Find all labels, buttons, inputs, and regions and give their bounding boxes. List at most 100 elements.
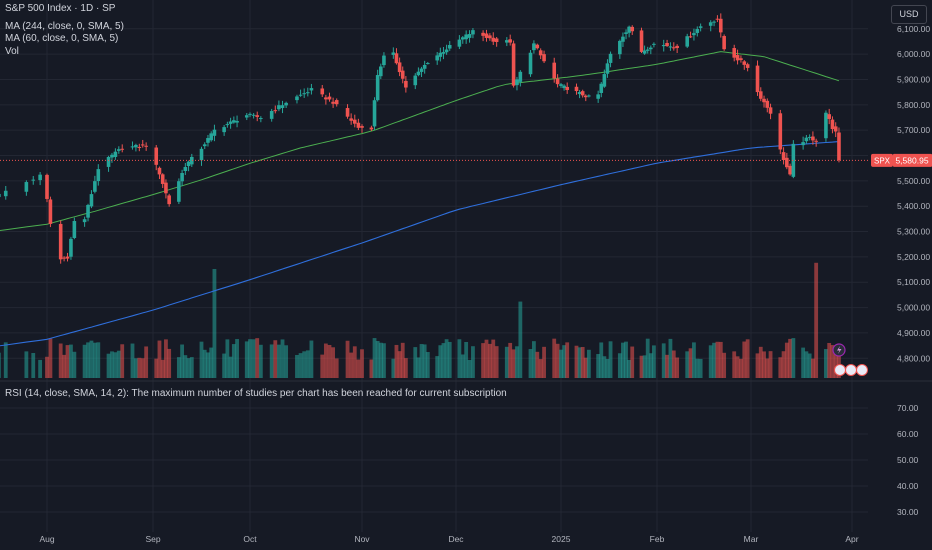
volume-bar	[732, 351, 737, 378]
ma244-legend[interactable]: MA (244, close, 0, SMA, 5)	[5, 21, 124, 32]
lightning-icon	[837, 346, 842, 354]
candle-body	[327, 96, 332, 100]
volume-bar	[630, 346, 635, 378]
candle-body	[154, 147, 159, 165]
candle-body	[781, 152, 786, 161]
ma60-legend[interactable]: MA (60, close, 0, SMA, 5)	[5, 33, 119, 44]
rsi-tick-label: 30.00	[897, 507, 919, 517]
volume-bar	[438, 345, 443, 378]
candle-body	[739, 58, 743, 61]
rsi-axis[interactable]: 70.00 60.00 50.00 40.00 30.00	[897, 403, 919, 517]
candle-body	[758, 91, 763, 99]
time-axis[interactable]: Aug Sep Oct Nov Dec 2025 Feb Mar Apr	[39, 534, 858, 544]
candle-body	[45, 174, 49, 199]
rsi-tick-label: 70.00	[897, 403, 919, 413]
candle-body	[157, 167, 162, 175]
volume-bar	[160, 359, 165, 378]
volume-bar	[599, 342, 604, 378]
volume-bar	[542, 346, 546, 378]
candle-body	[120, 148, 125, 150]
candle-body	[89, 194, 94, 207]
candle-body	[621, 36, 625, 42]
candle-body	[419, 68, 424, 72]
candle-body	[518, 71, 523, 82]
candle-body	[562, 85, 566, 89]
price-tick-label: 5,500.00	[897, 176, 930, 186]
volume-bar	[110, 351, 114, 378]
candle-body	[552, 62, 557, 79]
time-tick-label: Apr	[845, 534, 858, 544]
currency-button[interactable]: USD	[891, 5, 927, 24]
volume-bar	[65, 345, 70, 378]
volume-bar	[745, 339, 750, 378]
event-badges[interactable]	[832, 343, 868, 376]
volume-bar	[280, 339, 285, 378]
volume-legend[interactable]: Vol	[5, 46, 19, 57]
candle-body	[65, 256, 70, 259]
candle-body	[93, 181, 97, 192]
volume-bar	[323, 343, 328, 378]
candle-body	[106, 156, 111, 167]
candle-body	[235, 120, 239, 123]
volume-bar	[484, 339, 489, 378]
symbol-title[interactable]: S&P 500 Index · 1D · SP	[5, 3, 116, 14]
candle-body	[212, 129, 217, 136]
volume-bar	[378, 342, 383, 378]
candle-body	[457, 39, 462, 47]
volume-bar	[765, 358, 770, 378]
volume-bar	[494, 346, 499, 378]
volume-bar	[45, 356, 49, 378]
candle-body	[811, 136, 815, 141]
price-tick-label: 5,900.00	[897, 74, 930, 84]
candle-body	[324, 97, 328, 100]
candle-body	[426, 63, 430, 65]
candle-body	[685, 36, 690, 47]
volume-bar	[137, 357, 142, 378]
candle-body	[630, 26, 635, 32]
candle-body	[24, 182, 29, 192]
volume-bar	[416, 357, 421, 378]
volume-bar	[586, 349, 591, 378]
candle-body	[186, 161, 191, 167]
candle-body	[372, 100, 377, 127]
volume-bar	[508, 342, 513, 378]
candle-body	[248, 113, 252, 115]
volume-bar	[92, 342, 97, 378]
candle-body	[830, 119, 835, 130]
candle-body	[577, 92, 582, 95]
candle-body	[505, 40, 509, 43]
candle-body	[397, 62, 402, 73]
volume-bar	[827, 342, 832, 378]
us-flag-event-icon[interactable]	[834, 364, 846, 376]
price-tick-label: 5,200.00	[897, 252, 930, 262]
candle-body	[306, 92, 310, 94]
volume-bar	[722, 352, 727, 378]
us-flag-event-icon[interactable]	[856, 364, 868, 376]
volume-bar	[113, 352, 118, 378]
candle-body	[259, 118, 263, 120]
candle-body	[369, 127, 374, 130]
volume-bar	[639, 355, 644, 378]
volume-bar	[186, 358, 191, 378]
volume-bar	[422, 344, 427, 378]
candle-body	[137, 146, 142, 148]
candle-body	[745, 64, 750, 68]
candle-body	[422, 64, 427, 69]
volume-bar	[661, 343, 666, 378]
candle-body	[284, 102, 288, 106]
price-axis[interactable]: 6,100.00 6,000.00 5,900.00 5,800.00 5,700.00…	[897, 24, 930, 363]
candle-body	[331, 101, 335, 104]
candle-body	[765, 100, 770, 108]
candle-body	[755, 65, 760, 93]
volume-bar	[447, 341, 452, 378]
volume-bar	[788, 338, 792, 378]
candle-body	[31, 179, 36, 181]
volume-bar	[807, 353, 812, 378]
us-flag-event-icon[interactable]	[845, 364, 857, 376]
volume-bar	[352, 346, 357, 378]
volume-bar	[532, 341, 536, 378]
candle-body	[400, 70, 405, 79]
candle-body	[791, 143, 796, 177]
volume-bar	[231, 344, 236, 378]
